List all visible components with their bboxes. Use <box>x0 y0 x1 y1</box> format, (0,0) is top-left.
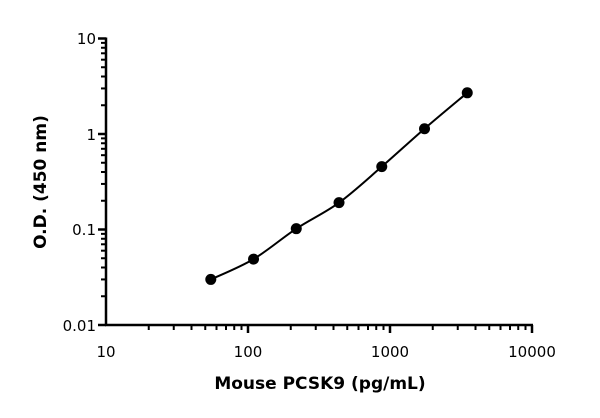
x-tick-label-1000: 1000 <box>371 343 409 361</box>
y-tick-label-10: 10 <box>77 30 96 48</box>
y-tick-label-0.01: 0.01 <box>63 317 96 335</box>
data-point <box>419 123 431 135</box>
y-tick-label-0.1: 0.1 <box>72 221 96 239</box>
data-point <box>205 273 217 285</box>
axes <box>104 37 533 327</box>
data-point <box>290 223 302 235</box>
data-point <box>461 87 473 99</box>
fit-curve <box>210 92 468 281</box>
y-tick-label-1: 1 <box>86 126 96 144</box>
ticks <box>98 37 534 333</box>
x-axis-label: Mouse PCSK9 (pg/mL) <box>214 374 425 394</box>
x-tick-label-100: 100 <box>234 343 263 361</box>
series <box>205 87 473 285</box>
y-axis-label: O.D. (450 nm) <box>31 115 51 249</box>
data-point <box>333 197 345 209</box>
x-tick-label-10000: 10000 <box>508 343 556 361</box>
data-point <box>248 253 260 265</box>
x-tick-label-10: 10 <box>96 343 115 361</box>
data-point <box>376 161 388 173</box>
